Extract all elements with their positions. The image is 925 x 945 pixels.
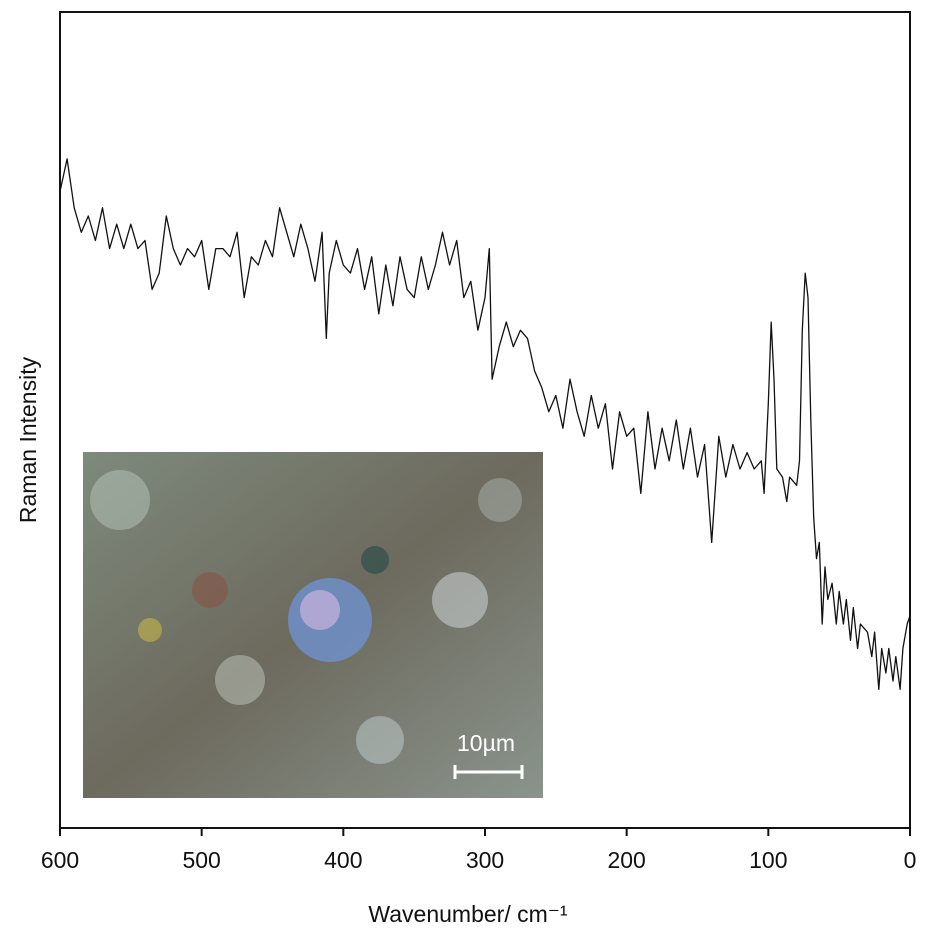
x-tick-label: 100 xyxy=(749,847,787,873)
x-tick-label: 200 xyxy=(607,847,645,873)
scale-bar-label: 10µm xyxy=(457,730,515,756)
x-tick-label: 600 xyxy=(41,847,79,873)
inset-photo xyxy=(83,452,543,798)
x-axis-label: Wavenumber/ cm⁻¹ xyxy=(368,901,568,927)
x-tick-label: 500 xyxy=(182,847,220,873)
x-tick-label: 400 xyxy=(324,847,362,873)
x-tick-label: 0 xyxy=(904,847,917,873)
x-tick-label: 300 xyxy=(466,847,504,873)
y-axis-label: Raman Intensity xyxy=(15,356,41,523)
spectrum-line xyxy=(59,158,911,690)
